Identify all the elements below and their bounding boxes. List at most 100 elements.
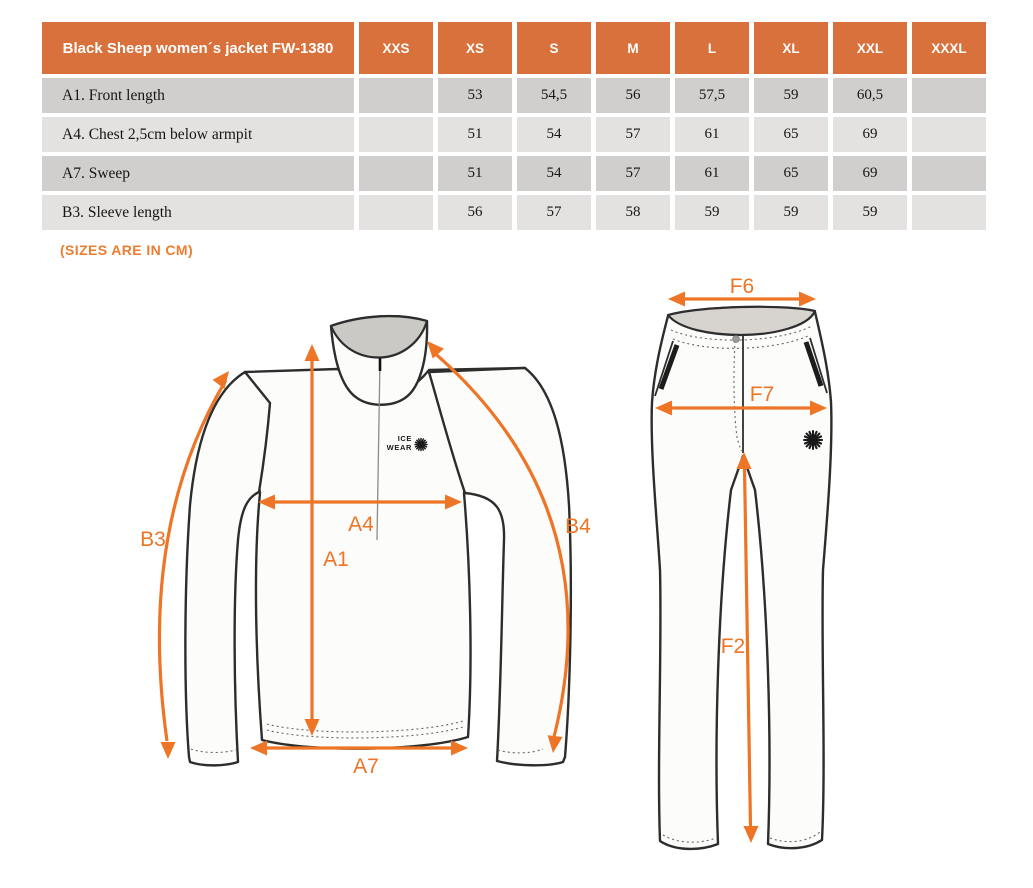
size-header-m: M: [596, 22, 670, 74]
f6-arrow: [668, 291, 816, 307]
zipper-line: [376, 357, 381, 541]
left-pocket-edge: [654, 340, 674, 397]
f2-label: F2: [721, 635, 746, 658]
b3-arrowhead-bottom: [160, 742, 176, 759]
right-pocket-accent: [803, 341, 824, 387]
right-pocket-edge: [809, 337, 828, 394]
size-value-cell: 58: [596, 195, 670, 230]
size-value-cell: 69: [833, 117, 907, 152]
b3-label: B3: [140, 528, 166, 551]
size-value-cell: 65: [754, 156, 828, 191]
product-title: Black Sheep women´s jacket FW-1380: [42, 22, 354, 74]
jacket-right-sleeve: [427, 366, 573, 767]
f6-arrowhead-left: [668, 291, 685, 307]
measure-label: A1. Front length: [42, 78, 354, 113]
jacket-left-sleeve: [184, 370, 272, 767]
a1-arrowhead-top: [304, 344, 320, 361]
table-row: A1. Front length 53 54,5 56 57,5 59 60,5: [42, 78, 986, 113]
f2-arrowhead-bottom: [743, 826, 759, 843]
icewear-logo: ICE WEAR: [387, 434, 428, 452]
size-header-s: S: [517, 22, 591, 74]
a4-arrowhead-left: [258, 494, 275, 510]
a7-label: A7: [353, 755, 379, 778]
size-value-cell: 56: [438, 195, 512, 230]
size-value-cell: 51: [438, 156, 512, 191]
size-header-xl: XL: [754, 22, 828, 74]
a1-label: A1: [323, 548, 349, 571]
size-value-cell: 57: [596, 156, 670, 191]
f7-arrow: [655, 400, 827, 416]
right-leg-hem-stitch: [769, 831, 821, 843]
size-value-cell: 57,5: [675, 78, 749, 113]
size-chart-table: Black Sheep women´s jacket FW-1380 XXS X…: [37, 18, 991, 234]
a4-arrow: [258, 494, 462, 510]
b4-arrow: [427, 341, 570, 753]
a7-arrow: [250, 740, 468, 756]
a4-arrowhead-right: [445, 494, 462, 510]
logo-text-bottom: WEAR: [387, 443, 412, 452]
jacket-diagram: ICE WEAR B3 B4 A: [140, 314, 591, 778]
left-leg-hem-stitch: [662, 834, 717, 843]
right-cuff-stitch: [497, 748, 544, 754]
b4-arrowhead-bottom: [547, 735, 563, 753]
size-header-xxl: XXL: [833, 22, 907, 74]
measure-label: A4. Chest 2,5cm below armpit: [42, 117, 354, 152]
f7-label: F7: [750, 383, 775, 406]
pants-body: [650, 305, 833, 851]
size-value-cell: [359, 195, 433, 230]
snowflake-icon: [414, 437, 428, 452]
size-value-cell: 54: [517, 117, 591, 152]
size-value-cell: [359, 117, 433, 152]
b3-arrowhead-top: [212, 371, 229, 390]
f2-arrowhead-top: [736, 452, 752, 469]
f6-label: F6: [730, 275, 755, 298]
waist-opening: [666, 305, 817, 337]
b3-arrow: [157, 371, 229, 759]
a4-label: A4: [348, 513, 374, 536]
size-value-cell: 57: [517, 195, 591, 230]
fly-stitch: [733, 340, 744, 453]
size-value-cell: 65: [754, 117, 828, 152]
f6-arrowhead-right: [799, 291, 816, 307]
f7-arrowhead-right: [810, 400, 827, 416]
measure-label: A7. Sweep: [42, 156, 354, 191]
size-value-cell: 69: [833, 156, 907, 191]
size-header-l: L: [675, 22, 749, 74]
size-value-cell: [912, 195, 986, 230]
size-value-cell: [912, 156, 986, 191]
a7-arrowhead-right: [451, 740, 468, 756]
table-row: A7. Sweep 51 54 57 61 65 69: [42, 156, 986, 191]
size-value-cell: 59: [754, 78, 828, 113]
size-value-cell: 61: [675, 156, 749, 191]
size-value-cell: [912, 117, 986, 152]
pants-diagram: F6 F7 F2: [650, 275, 833, 851]
b4-arrowhead-top: [427, 341, 444, 359]
size-value-cell: [359, 78, 433, 113]
logo-text-top: ICE: [398, 434, 412, 443]
table-row: A4. Chest 2,5cm below armpit 51 54 57 61…: [42, 117, 986, 152]
collar-inner-gray: [329, 315, 429, 359]
waistband-stitch2: [672, 334, 811, 349]
size-value-cell: 56: [596, 78, 670, 113]
a1-arrowhead-bottom: [304, 719, 320, 736]
size-value-cell: 60,5: [833, 78, 907, 113]
table-header-row: Black Sheep women´s jacket FW-1380 XXS X…: [42, 22, 986, 74]
size-value-cell: [912, 78, 986, 113]
left-pocket-accent: [658, 344, 680, 390]
f7-arrowhead-left: [655, 400, 672, 416]
size-value-cell: 54,5: [517, 78, 591, 113]
size-value-cell: 61: [675, 117, 749, 152]
size-value-cell: [359, 156, 433, 191]
size-value-cell: 53: [438, 78, 512, 113]
measurement-diagrams: ICE WEAR B3 B4 A: [140, 275, 833, 851]
waist-button: [732, 335, 740, 343]
size-value-cell: 57: [596, 117, 670, 152]
f2-arrow: [736, 452, 759, 843]
size-value-cell: 59: [833, 195, 907, 230]
size-value-cell: 59: [675, 195, 749, 230]
size-header-xs: XS: [438, 22, 512, 74]
size-header-xxxl: XXXL: [912, 22, 986, 74]
table-row: B3. Sleeve length 56 57 58 59 59 59: [42, 195, 986, 230]
size-value-cell: 54: [517, 156, 591, 191]
size-header-xxs: XXS: [359, 22, 433, 74]
